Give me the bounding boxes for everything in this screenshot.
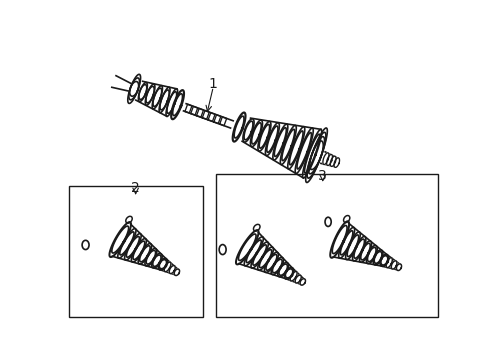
Polygon shape (323, 153, 329, 165)
Polygon shape (266, 255, 277, 270)
Polygon shape (381, 256, 388, 265)
Polygon shape (239, 234, 256, 261)
Polygon shape (167, 92, 177, 113)
Polygon shape (290, 271, 297, 281)
Polygon shape (112, 226, 128, 253)
Polygon shape (304, 134, 320, 173)
Polygon shape (361, 243, 370, 260)
Polygon shape (396, 264, 401, 270)
Polygon shape (368, 247, 376, 262)
Polygon shape (290, 131, 303, 165)
Polygon shape (341, 231, 353, 255)
Polygon shape (374, 252, 382, 263)
Polygon shape (133, 241, 145, 260)
Polygon shape (259, 125, 270, 148)
Polygon shape (169, 266, 175, 274)
Polygon shape (164, 262, 171, 272)
Text: 3: 3 (318, 168, 327, 183)
Polygon shape (282, 129, 294, 161)
Polygon shape (272, 259, 282, 273)
Polygon shape (285, 269, 293, 278)
Polygon shape (334, 158, 340, 167)
Polygon shape (126, 237, 139, 257)
Polygon shape (160, 90, 169, 110)
Polygon shape (300, 279, 305, 285)
Polygon shape (327, 154, 333, 166)
Polygon shape (174, 269, 179, 275)
Polygon shape (172, 94, 182, 116)
Polygon shape (347, 235, 359, 257)
Polygon shape (332, 225, 347, 253)
Polygon shape (386, 258, 392, 267)
Polygon shape (139, 85, 147, 99)
Text: 2: 2 (131, 181, 140, 195)
Polygon shape (153, 255, 161, 266)
Polygon shape (295, 275, 301, 283)
Polygon shape (252, 123, 261, 144)
Polygon shape (392, 261, 397, 269)
Polygon shape (259, 250, 271, 268)
Polygon shape (267, 126, 278, 152)
Polygon shape (310, 141, 323, 170)
Polygon shape (120, 232, 134, 255)
Polygon shape (279, 264, 288, 275)
Polygon shape (234, 116, 244, 138)
Polygon shape (246, 240, 261, 263)
Polygon shape (307, 132, 326, 178)
Polygon shape (153, 88, 162, 107)
Polygon shape (330, 156, 336, 166)
Polygon shape (140, 246, 150, 262)
Polygon shape (244, 121, 253, 140)
Polygon shape (297, 132, 312, 169)
Polygon shape (129, 78, 140, 100)
Polygon shape (274, 128, 286, 157)
Polygon shape (253, 245, 267, 265)
Bar (69, 186, 203, 316)
Polygon shape (354, 239, 365, 258)
Polygon shape (146, 86, 154, 103)
Polygon shape (159, 260, 167, 269)
Polygon shape (146, 251, 156, 264)
Bar (217, 174, 438, 316)
Text: 1: 1 (209, 77, 218, 91)
